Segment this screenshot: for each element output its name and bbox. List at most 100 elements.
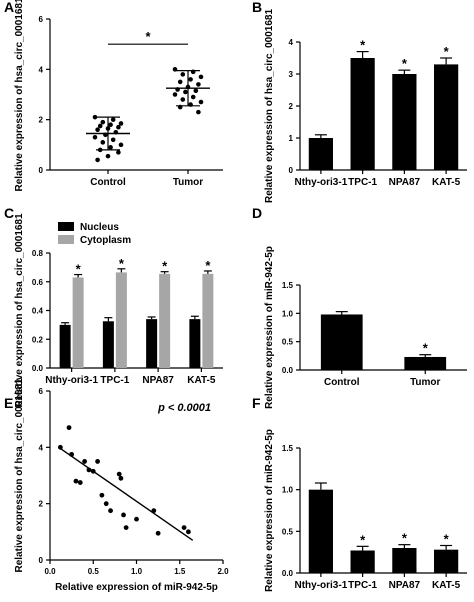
significance-star: * (145, 29, 151, 44)
y-tick-label: 0 (289, 166, 294, 175)
x-tick-label: NPA87 (142, 375, 174, 386)
data-point (188, 77, 193, 82)
bar-nucleus (102, 321, 114, 368)
panel-b: B 0 1 2 3 4 Relative expression of hsa_circ_00… (252, 0, 467, 203)
x-tick-label: Control (90, 177, 126, 188)
y-tick-label: 0.5 (282, 527, 294, 536)
x-tick-label: Control (324, 377, 360, 388)
legend-swatch (58, 222, 74, 231)
x-tick-label: Tumor (410, 377, 440, 388)
bar-cytoplasm (202, 273, 214, 368)
x-tick-label: Nthy-ori3-1 (294, 177, 347, 188)
legend-label: Nucleus (80, 222, 119, 233)
legend-swatch (58, 235, 74, 244)
data-point (77, 480, 83, 485)
y-tick-label: 2 (39, 116, 44, 125)
bar-cytoplasm (159, 273, 171, 368)
bar (434, 64, 459, 170)
data-point (186, 529, 191, 535)
x-tick-label: 1.0 (131, 567, 143, 576)
y-axis-label: Relative expression of hsa_circ_0001681 (14, 378, 25, 572)
y-tick-label: 1.0 (282, 309, 294, 318)
data-point (92, 114, 98, 120)
data-point (121, 512, 126, 518)
y-tick-label: 0 (39, 556, 44, 565)
data-point (183, 89, 188, 95)
data-point (108, 508, 113, 514)
data-point (198, 99, 204, 105)
legend-label: Cytoplasm (80, 235, 131, 246)
data-point (92, 134, 98, 140)
y-tick-label: 0.0 (32, 364, 44, 373)
panel-letter: E (4, 395, 13, 411)
y-tick-label: 1.5 (282, 281, 294, 290)
panel-letter: D (252, 205, 262, 221)
y-axis-label: Relative expression of hsa_circ_0001681 (264, 9, 275, 203)
data-point (193, 88, 199, 94)
y-axis-label: Relative expression of miR-942-5p (264, 429, 275, 592)
panel-c: C 0.0 0.2 0.4 0.6 0.8 Relative expression of h… (4, 205, 223, 408)
p-value-annotation: p < 0.0001 (157, 402, 211, 414)
data-point (196, 109, 201, 115)
significance-star: * (205, 258, 211, 273)
y-tick-label: 2 (289, 102, 294, 111)
data-point (134, 516, 139, 522)
bar-cytoplasm (115, 272, 127, 368)
data-point (82, 459, 87, 464)
data-point (95, 459, 100, 464)
data-point (198, 74, 204, 80)
data-point (108, 122, 113, 127)
y-tick-label: 0.0 (282, 569, 294, 578)
data-point (105, 153, 111, 159)
panel-a: A 0 2 4 6 Relative expression of hsa_circ_000… (4, 0, 223, 192)
data-point (177, 79, 183, 85)
bar (320, 314, 363, 370)
panel-d: D 0.0 0.5 1.0 1.5 Relative expression of miR-… (252, 205, 467, 409)
data-point (196, 82, 201, 87)
significance-star: * (360, 532, 366, 547)
x-tick-label: TPC-1 (100, 375, 129, 386)
data-point (118, 142, 124, 148)
significance-star: * (444, 44, 450, 59)
panel-letter: C (4, 205, 14, 221)
y-axis-label: Relative expression of miR-942-5p (264, 246, 275, 409)
panel-letter: B (252, 0, 262, 15)
data-point (110, 117, 116, 122)
data-point (118, 475, 124, 481)
y-tick-label: 0.4 (32, 307, 44, 316)
bar (434, 549, 459, 573)
x-tick-label: KAT-5 (432, 580, 461, 591)
y-tick-label: 0.0 (282, 366, 294, 375)
y-tick-label: 0.8 (32, 249, 44, 258)
data-point (100, 119, 106, 125)
bar-nucleus (59, 324, 71, 368)
x-tick-label: Nthy-ori3-1 (45, 375, 98, 386)
bar (404, 356, 447, 370)
data-point (103, 501, 109, 507)
significance-star: * (119, 256, 125, 271)
data-point (116, 150, 121, 155)
significance-star: * (402, 531, 408, 546)
y-tick-label: 6 (39, 15, 44, 24)
x-tick-label: 0.0 (44, 567, 56, 576)
data-point (108, 145, 113, 150)
data-point (66, 425, 72, 431)
bar (350, 58, 375, 170)
data-point (172, 92, 178, 97)
x-tick-label: 1.5 (174, 567, 186, 576)
y-tick-label: 1.5 (282, 444, 294, 453)
bar (308, 138, 333, 170)
x-tick-label: KAT-5 (187, 375, 216, 386)
data-point (123, 525, 129, 531)
data-point (118, 121, 124, 126)
bar-nucleus (189, 319, 201, 368)
data-point (116, 124, 121, 130)
data-point (181, 525, 187, 531)
panel-letter: F (252, 395, 261, 411)
data-point (190, 94, 196, 100)
significance-star: * (444, 532, 450, 547)
y-tick-label: 4 (39, 65, 44, 74)
y-tick-label: 0.5 (282, 338, 294, 347)
y-tick-label: 0.6 (32, 278, 44, 287)
